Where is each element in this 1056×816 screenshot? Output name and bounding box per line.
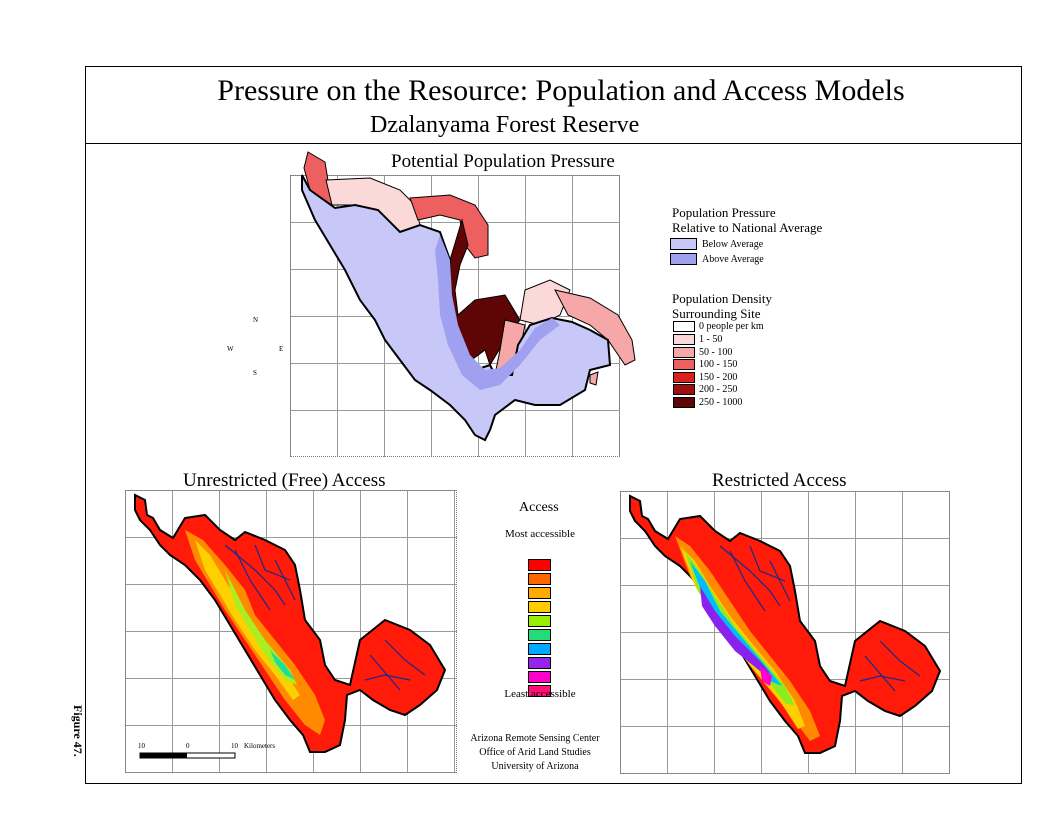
population-map-title: Potential Population Pressure xyxy=(391,151,615,172)
reserve-access-fill xyxy=(134,493,447,753)
unrestricted-map-title: Unrestricted (Free) Access xyxy=(183,470,386,491)
access-band-teal xyxy=(270,650,295,680)
density-label-3: 100 - 150 xyxy=(699,359,738,370)
figure-label: Figure 47. xyxy=(71,705,85,757)
access-band-green xyxy=(685,551,795,706)
credit-line-3: University of Arizona xyxy=(491,761,579,772)
density-swatch-3 xyxy=(673,359,695,370)
density-legend-heading: Population Density Surrounding Site xyxy=(672,291,773,321)
page-subtitle: Dzalanyama Forest Reserve xyxy=(370,112,640,138)
rivers xyxy=(224,544,426,691)
restricted-access-map xyxy=(629,494,942,754)
density-label-6: 250 - 1000 xyxy=(699,397,743,408)
density-swatch-1 xyxy=(673,334,695,345)
pressure-legend-heading: Population Pressure Relative to National… xyxy=(672,205,823,235)
density-swatch-5 xyxy=(673,384,695,395)
access-swatch-1 xyxy=(528,573,551,585)
density-label-5: 200 - 250 xyxy=(699,384,738,395)
legend-above-average-swatch xyxy=(670,253,697,265)
density-swatch-2 xyxy=(673,347,695,358)
density-label-4: 150 - 200 xyxy=(699,372,738,383)
compass-e: E xyxy=(279,345,284,353)
reserve-below-average xyxy=(301,174,612,442)
map-frame xyxy=(85,66,1022,784)
title-panel: Pressure on the Resource: Population and… xyxy=(85,66,1022,144)
unrestricted-access-map xyxy=(134,493,447,759)
access-band-magenta xyxy=(760,666,772,686)
access-swatch-8 xyxy=(528,671,551,683)
density-swatch-4 xyxy=(673,372,695,383)
access-legend-title: Access xyxy=(519,500,559,515)
access-swatch-3 xyxy=(528,601,551,613)
access-band-cyan xyxy=(690,561,782,686)
access-swatch-4 xyxy=(528,615,551,627)
density-zone-ne1 xyxy=(409,194,489,259)
credit-line-1: Arizona Remote Sensing Center xyxy=(470,733,600,744)
scale-tick-right: 10 xyxy=(231,742,238,750)
access-swatch-0 xyxy=(528,559,551,571)
scale-bar-icon xyxy=(139,752,236,759)
scale-tick-left: 10 xyxy=(138,742,145,750)
credits: Arizona Remote Sensing Center Office of … xyxy=(450,732,620,774)
density-label-0: 0 people per km xyxy=(699,321,764,332)
compass-w: W xyxy=(227,345,234,353)
density-label-2: 50 - 100 xyxy=(699,347,733,358)
access-swatch-7 xyxy=(528,657,551,669)
legend-above-average-label: Above Average xyxy=(702,254,764,265)
access-swatch-6 xyxy=(528,643,551,655)
access-legend-top-label: Most accessible xyxy=(505,528,575,540)
density-swatch-0 xyxy=(673,321,695,332)
density-swatch-6 xyxy=(673,397,695,408)
reserve-access-fill xyxy=(629,494,942,754)
compass-s: S xyxy=(253,369,257,377)
density-zone-small xyxy=(589,371,599,386)
population-map xyxy=(301,151,636,442)
rivers xyxy=(719,545,921,692)
access-swatch-9 xyxy=(528,685,551,697)
scale-tick-mid: 0 xyxy=(186,742,190,750)
page-title: Pressure on the Resource: Population and… xyxy=(217,74,905,107)
access-swatch-5 xyxy=(528,629,551,641)
access-legend-bottom-label: Least accessible xyxy=(504,688,576,700)
density-label-1: 1 - 50 xyxy=(699,334,723,345)
legend-below-average-label: Below Average xyxy=(702,239,764,250)
scale-unit: Kilometers xyxy=(244,742,276,750)
access-swatch-2 xyxy=(528,587,551,599)
restricted-map-title: Restricted Access xyxy=(712,470,847,491)
reserve-above-average xyxy=(435,235,560,390)
density-zone-east2 xyxy=(554,289,636,366)
credit-line-2: Office of Arid Land Studies xyxy=(479,747,591,758)
legend-below-average-swatch xyxy=(670,238,697,250)
compass-n: N xyxy=(253,316,259,324)
